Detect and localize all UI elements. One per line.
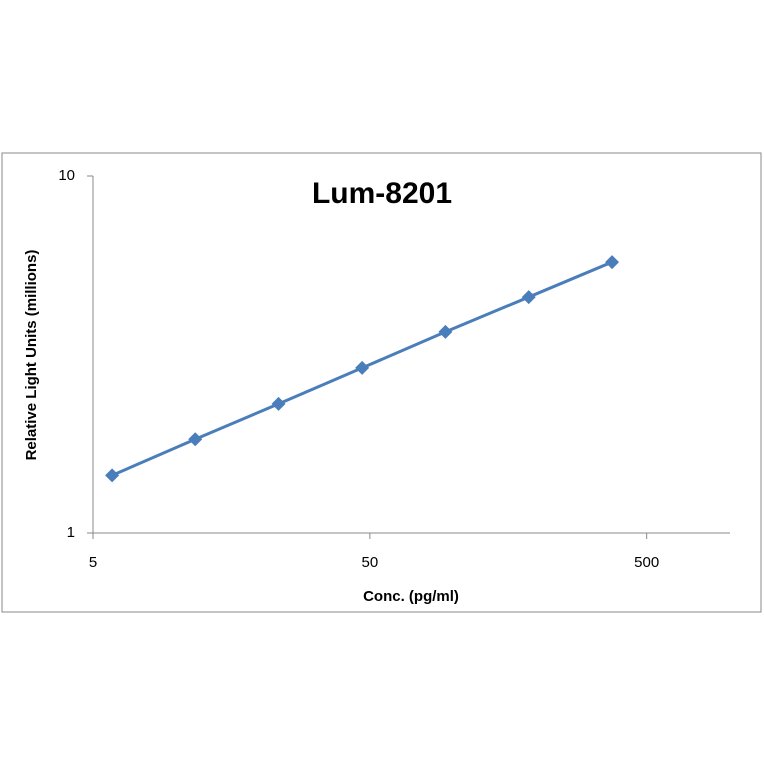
data-point <box>605 255 620 270</box>
data-point <box>438 324 453 339</box>
chart-title: Lum-8201 <box>312 177 452 210</box>
x-tick-label: 500 <box>634 554 659 571</box>
y-tick-label: 1 <box>67 524 75 541</box>
data-point <box>521 290 536 305</box>
data-point <box>271 396 286 411</box>
x-tick-label: 5 <box>89 554 97 571</box>
chart-frame <box>1 152 762 613</box>
y-tick-label: 10 <box>58 167 75 184</box>
data-point <box>188 432 203 447</box>
x-tick-label: 50 <box>361 554 378 571</box>
data-point <box>355 360 370 375</box>
y-axis-label: Relative Light Units (millions) <box>23 250 40 461</box>
data-point <box>105 468 120 483</box>
x-axis-label: Conc. (pg/ml) <box>363 588 459 605</box>
